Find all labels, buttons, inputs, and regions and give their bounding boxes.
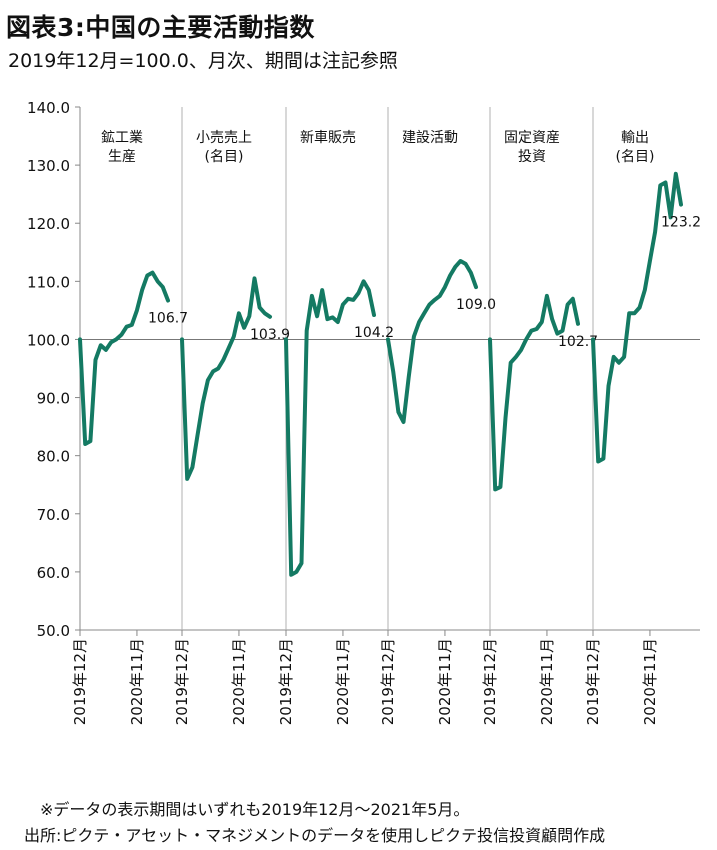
- panel-label: (名目): [205, 149, 244, 165]
- end-value-label: 123.2: [661, 215, 701, 231]
- series-panel: 輸出 (名目) 123.2 2019年12月 2020年11月: [584, 130, 701, 725]
- panel-label: 固定資産: [504, 130, 560, 146]
- footnote: ※データの表示期間はいずれも2019年12月～2021年5月。: [40, 800, 470, 819]
- y-tick-label: 50.0: [37, 622, 70, 640]
- end-value-label: 102.7: [558, 334, 598, 350]
- end-value-label: 104.2: [354, 325, 394, 341]
- x-tick-label: 2020年11月: [436, 638, 454, 725]
- panel-label: (名目): [616, 149, 655, 165]
- end-value-label: 103.9: [250, 327, 290, 343]
- x-tick-label: 2020年11月: [334, 638, 352, 725]
- y-tick-label: 100.0: [27, 331, 70, 349]
- x-tick-label: 2020年11月: [128, 638, 146, 725]
- x-tick-label: 2019年12月: [379, 638, 397, 725]
- x-tick-label: 2019年12月: [584, 638, 602, 725]
- panel-label: 投資: [518, 149, 546, 165]
- x-tick-label: 2019年12月: [173, 638, 191, 725]
- series-line: [386, 259, 478, 424]
- y-tick-label: 130.0: [27, 157, 70, 175]
- end-value-label: 106.7: [148, 311, 188, 327]
- panel-label: 新車販売: [300, 129, 356, 146]
- series-panel: 小売売上 (名目) 103.9 2019年12月 2020年11月: [173, 130, 290, 725]
- line-chart: 50.0 60.0 70.0 80.0 90.0 100.0 110.0 120.0 130.0…: [27, 99, 701, 725]
- panel-label: 鉱工業: [101, 129, 143, 146]
- panel-label: 輸出: [621, 130, 649, 146]
- source-note: 出所:ピクテ・アセット・マネジメントのデータを使用しピクテ投信投資顧問作成: [24, 826, 606, 845]
- x-tick-label: 2019年12月: [481, 638, 499, 725]
- panel-label: 建設活動: [402, 130, 458, 146]
- y-tick-label: 120.0: [27, 215, 70, 233]
- series-line: [591, 171, 683, 464]
- x-tick-label: 2020年11月: [641, 638, 659, 725]
- series-line: [284, 279, 376, 577]
- y-tick-label: 70.0: [37, 506, 70, 524]
- y-tick-label: 110.0: [27, 273, 70, 291]
- x-tick-label: 2020年11月: [230, 638, 248, 725]
- chart-subtitle: 2019年12月=100.0、月次、期間は注記参照: [8, 50, 398, 72]
- y-tick-label: 60.0: [37, 564, 70, 582]
- x-tick-label: 2019年12月: [71, 638, 89, 725]
- series-panel: 建設活動 109.0 2019年12月 2020年11月: [379, 130, 496, 725]
- series-line: [78, 270, 170, 446]
- panel-label: 生産: [108, 149, 136, 165]
- y-tick-label: 90.0: [37, 390, 70, 408]
- series-line: [180, 276, 272, 481]
- end-value-label: 109.0: [456, 297, 496, 313]
- x-tick-label: 2020年11月: [538, 638, 556, 725]
- x-tick-label: 2019年12月: [277, 638, 295, 725]
- chart-title: 図表3:中国の主要活動指数: [6, 13, 315, 42]
- series-panel: 新車販売 104.2 2019年12月 2020年11月: [277, 129, 394, 725]
- panel-label: 小売売上: [196, 130, 252, 146]
- series-line: [488, 293, 580, 492]
- y-tick-label: 80.0: [37, 448, 70, 466]
- y-tick-label: 140.0: [27, 99, 70, 117]
